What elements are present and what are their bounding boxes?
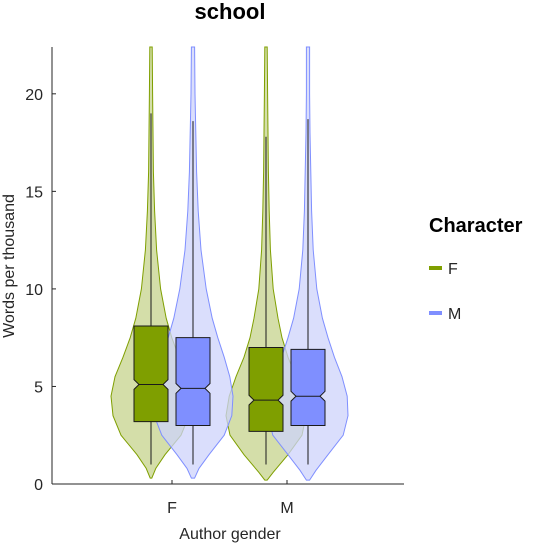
legend-label-m: M	[448, 306, 461, 323]
x-axis-label: Author gender	[179, 526, 281, 543]
box-f-f	[133, 325, 169, 423]
plot-area	[110, 46, 349, 481]
legend-label-f: F	[448, 261, 458, 278]
box-m-f	[175, 337, 211, 426]
y-tick-label-5: 5	[34, 379, 43, 396]
legend-title: Character	[429, 215, 523, 237]
box-m-m	[290, 348, 326, 426]
x-tick-label-f: F	[167, 500, 177, 517]
y-tick-label-15: 15	[25, 184, 43, 201]
y-tick-label-0: 0	[34, 477, 43, 494]
x-tick-label-m: M	[280, 500, 293, 517]
y-axis-label: Words per thousand	[1, 194, 18, 338]
y-tick-label-20: 20	[25, 87, 43, 104]
axes: 0 5 10 15 20 F M	[25, 47, 404, 517]
y-tick-label-10: 10	[25, 282, 43, 299]
box-f-m	[248, 346, 284, 432]
legend: Character F M	[429, 215, 523, 323]
chart-title: school	[195, 0, 266, 24]
